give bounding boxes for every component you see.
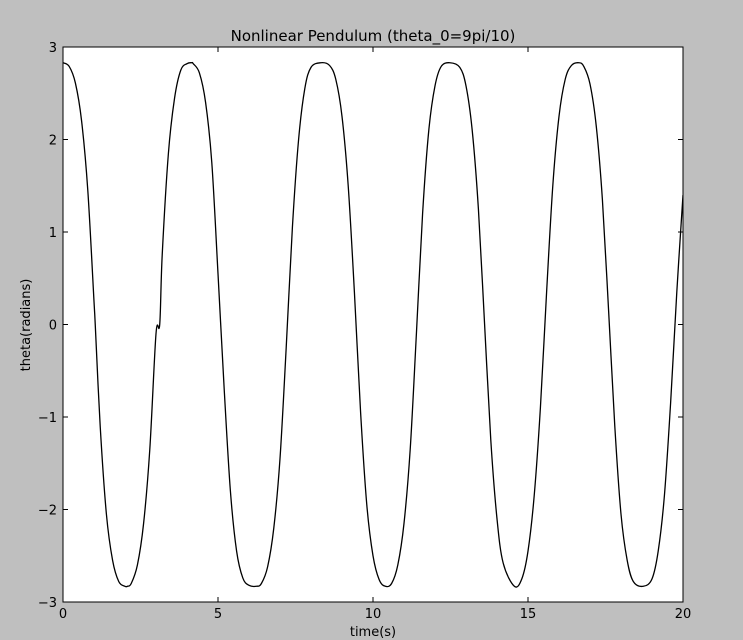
plot-area xyxy=(62,46,684,603)
y-tick-label: −2 xyxy=(38,504,57,519)
x-tick-label: 20 xyxy=(675,607,692,622)
y-tick-label: −1 xyxy=(38,411,57,426)
chart-title: Nonlinear Pendulum (theta_0=9pi/10) xyxy=(231,27,516,46)
x-axis-label: time(s) xyxy=(350,625,396,640)
x-tick-label: 10 xyxy=(365,607,382,622)
x-tick-label: 15 xyxy=(520,607,537,622)
axis-ticks xyxy=(62,46,684,603)
y-tick-label: −3 xyxy=(38,596,57,611)
x-tick-label: 5 xyxy=(214,607,222,622)
y-tick-label: 0 xyxy=(49,319,57,334)
y-tick-label: 3 xyxy=(49,41,57,56)
y-tick-label: 1 xyxy=(49,226,57,241)
series-line xyxy=(63,61,683,588)
plot-clip-group xyxy=(63,61,683,588)
x-tick-label: 0 xyxy=(59,607,67,622)
y-tick-label: 2 xyxy=(49,134,57,149)
y-axis-label: theta(radians) xyxy=(19,279,34,372)
